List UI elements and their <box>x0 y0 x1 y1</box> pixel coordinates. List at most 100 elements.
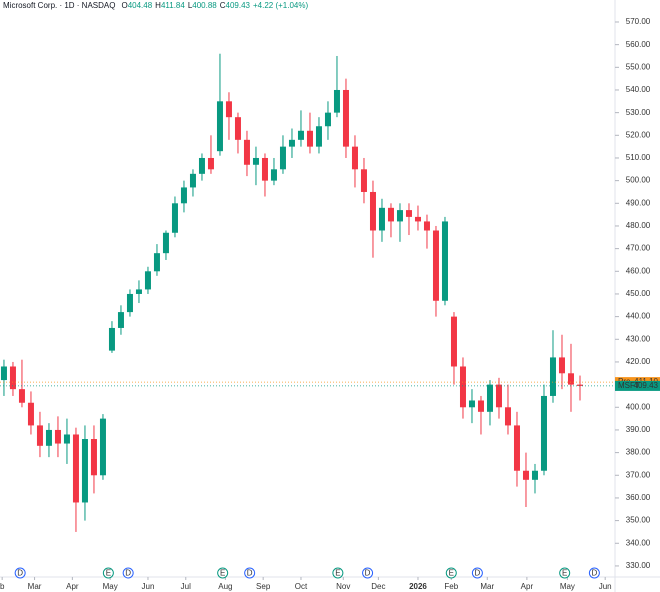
candle-body <box>36 425 43 446</box>
y-tick-label: 510.00 <box>626 153 651 162</box>
event-label: D <box>365 569 371 578</box>
event-marker <box>588 567 600 579</box>
event-label: D <box>247 569 253 578</box>
event-marker <box>559 567 571 579</box>
change: +4.22 (+1.04%) <box>253 1 308 10</box>
candle-body <box>405 210 412 217</box>
y-tick-label: 440.00 <box>626 312 651 321</box>
y-tick-label: 330.00 <box>626 561 651 570</box>
candle-body <box>90 439 97 476</box>
candle-body <box>63 434 70 444</box>
candle-body <box>261 157 268 181</box>
y-tick-label: 460.00 <box>626 266 651 275</box>
candle-body <box>333 89 340 113</box>
ohlc-prefix: H <box>155 1 161 10</box>
event-label: E <box>449 569 454 578</box>
event-label: D <box>474 569 480 578</box>
y-tick-label: 350.00 <box>626 516 651 525</box>
candle-body <box>513 425 520 471</box>
candle-body <box>558 357 565 374</box>
y-tick-label: 470.00 <box>626 244 651 253</box>
candle-body <box>18 389 25 403</box>
y-tick-label: 530.00 <box>626 108 651 117</box>
ohlc-prefix: C <box>220 1 226 10</box>
y-tick-label: 490.00 <box>626 198 651 207</box>
event-marker <box>14 567 26 579</box>
y-tick-label: 480.00 <box>626 221 651 230</box>
x-tick-label: Apr <box>521 582 534 591</box>
y-tick-label: 540.00 <box>626 85 651 94</box>
x-tick-label: May <box>560 582 575 591</box>
candle-body <box>441 221 448 301</box>
event-label: E <box>562 569 567 578</box>
candle-body <box>9 366 16 390</box>
ohlc-value: 400.88 <box>192 1 217 10</box>
candle-body <box>279 146 286 170</box>
y-tick-label: 360.00 <box>626 493 651 502</box>
event-label: D <box>125 569 131 578</box>
event-marker <box>471 567 483 579</box>
x-tick-label: b <box>0 582 5 591</box>
candle-body <box>288 139 295 147</box>
x-tick-label: Jul <box>181 582 191 591</box>
x-tick-label: Jun <box>599 582 612 591</box>
candle-body <box>108 327 115 351</box>
candle-body <box>522 470 529 480</box>
candle-body <box>477 400 484 412</box>
candle-body <box>54 429 61 444</box>
y-tick-label: 520.00 <box>626 130 651 139</box>
candle-body <box>540 395 547 471</box>
candle-body <box>216 101 223 152</box>
event-label: D <box>17 569 23 578</box>
candle-body <box>0 366 7 381</box>
candle-body <box>189 173 196 188</box>
y-tick-label: 550.00 <box>626 62 651 71</box>
candle-body <box>459 366 466 408</box>
candle-body <box>135 289 142 294</box>
event-marker <box>122 567 134 579</box>
x-tick-label: 2026 <box>409 582 427 591</box>
candle-body <box>270 169 277 181</box>
y-tick-label: 370.00 <box>626 470 651 479</box>
event-marker <box>445 567 457 579</box>
x-tick-label: Jun <box>142 582 155 591</box>
event-label: E <box>220 569 225 578</box>
y-tick-label: 390.00 <box>626 425 651 434</box>
price-name: MSFT <box>618 381 640 390</box>
candle-body <box>207 157 214 170</box>
ohlc-value: 404.48 <box>128 1 153 10</box>
event-marker <box>102 567 114 579</box>
candle-body <box>414 216 421 222</box>
candle-body <box>450 316 457 367</box>
candle-body <box>252 157 259 165</box>
candle-body <box>180 187 187 204</box>
candle-body <box>468 400 475 408</box>
candle-body <box>504 407 511 426</box>
candle-body <box>423 221 430 231</box>
candle-body <box>324 112 331 127</box>
x-tick-label: Dec <box>371 582 385 591</box>
event-marker <box>362 567 374 579</box>
candle-body <box>396 210 403 222</box>
candle-body <box>306 130 313 147</box>
ohlc-prefix: L <box>188 1 193 10</box>
price-value: 409.43 <box>634 381 659 390</box>
candle-body <box>198 157 205 174</box>
candle-body <box>432 230 439 301</box>
candle-body <box>243 139 250 165</box>
candle-body <box>531 470 538 480</box>
header: Microsoft Corp. · 1D · NASDAQ O404.48 H411… <box>3 1 308 10</box>
candle-body <box>225 101 232 118</box>
header-title: Microsoft Corp. · 1D · NASDAQ <box>3 1 115 10</box>
candle-body <box>378 207 385 231</box>
x-tick-label: Nov <box>336 582 350 591</box>
event-label: E <box>335 569 340 578</box>
candle-body <box>387 207 394 222</box>
candle-body <box>315 126 322 147</box>
x-tick-label: May <box>103 582 118 591</box>
candle-body <box>342 89 349 147</box>
candle-body <box>486 384 493 412</box>
candle-body <box>549 357 556 396</box>
candle-body <box>144 271 151 290</box>
